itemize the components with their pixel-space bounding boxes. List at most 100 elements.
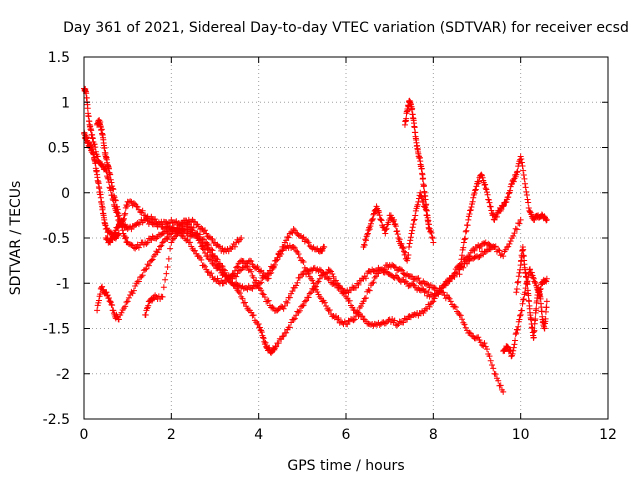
data-point [382, 230, 389, 237]
data-point [427, 228, 434, 235]
data-point [391, 216, 398, 223]
data-point [187, 239, 194, 246]
data-point [108, 179, 115, 186]
data-point [168, 239, 175, 246]
data-point [214, 256, 221, 263]
data-point [288, 229, 295, 236]
data-point [199, 245, 206, 252]
data-point [506, 240, 513, 247]
data-point [344, 321, 351, 328]
data-point [122, 235, 129, 242]
data-point [301, 298, 308, 305]
data-point [208, 270, 215, 277]
data-point [293, 282, 300, 289]
data-point [523, 278, 530, 285]
y-tick-label: -0.5 [43, 231, 70, 247]
data-point [346, 297, 353, 304]
data-point [519, 162, 526, 169]
data-points [81, 85, 550, 395]
data-point [84, 105, 91, 112]
data-point [400, 319, 407, 326]
data-point [357, 303, 364, 310]
data-point [274, 254, 281, 261]
data-point [487, 357, 494, 364]
data-point [330, 273, 337, 280]
data-point [414, 275, 421, 282]
data-point [107, 176, 114, 183]
data-point [458, 256, 465, 263]
data-point [415, 275, 422, 282]
data-point [452, 304, 459, 311]
data-point [412, 212, 419, 219]
data-point [178, 222, 185, 229]
data-point [513, 289, 520, 296]
data-point [138, 273, 145, 280]
data-point [399, 244, 406, 251]
data-point [203, 230, 210, 237]
data-point [369, 216, 376, 223]
data-point [477, 339, 484, 346]
data-point [500, 388, 507, 395]
data-point [202, 227, 209, 234]
data-point [197, 239, 204, 246]
data-point [299, 302, 306, 309]
data-point [488, 361, 495, 368]
data-point [465, 216, 472, 223]
data-point [369, 215, 376, 222]
data-point [359, 313, 366, 320]
data-point [522, 184, 529, 191]
data-point [216, 267, 223, 274]
data-point [233, 264, 240, 271]
data-point [517, 216, 524, 223]
data-point [304, 238, 311, 245]
data-point [481, 182, 488, 189]
data-point [479, 174, 486, 181]
data-point [516, 269, 523, 276]
data-point [89, 135, 96, 142]
data-point [258, 329, 265, 336]
data-point [120, 216, 127, 223]
data-point [94, 302, 101, 309]
data-point [128, 226, 135, 233]
x-tick-label: 6 [342, 427, 351, 443]
data-point [254, 263, 261, 270]
data-point [478, 171, 485, 178]
data-point [162, 276, 169, 283]
y-tick-labels: -2.5 -2 -1.5 -1 -0.5 0 0.5 1 1.5 [43, 50, 70, 428]
data-point [409, 105, 416, 112]
data-point [258, 287, 265, 294]
data-point [264, 298, 271, 305]
data-point [121, 211, 128, 218]
data-point [507, 187, 514, 194]
data-point [467, 207, 474, 214]
data-point [145, 302, 152, 309]
data-point [420, 182, 427, 189]
data-point [293, 247, 300, 254]
data-point [143, 240, 150, 247]
data-point [398, 240, 405, 247]
data-point [215, 264, 222, 271]
data-point [430, 298, 437, 305]
data-point [537, 286, 544, 293]
data-point [321, 244, 328, 251]
data-point [239, 295, 246, 302]
data-point [340, 289, 347, 296]
data-point [299, 257, 306, 264]
data-point [149, 256, 156, 263]
data-point [309, 277, 316, 284]
data-point [447, 275, 454, 282]
data-point [543, 216, 550, 223]
data-point [110, 192, 117, 199]
data-point [259, 290, 266, 297]
data-point [115, 212, 122, 219]
data-point [278, 248, 285, 255]
data-point [510, 347, 517, 354]
data-point [481, 340, 488, 347]
data-point [197, 231, 204, 238]
data-point [275, 340, 282, 347]
data-point [280, 243, 287, 250]
data-point [462, 228, 469, 235]
data-point [104, 292, 111, 299]
data-point [419, 199, 426, 206]
data-point [104, 174, 111, 181]
